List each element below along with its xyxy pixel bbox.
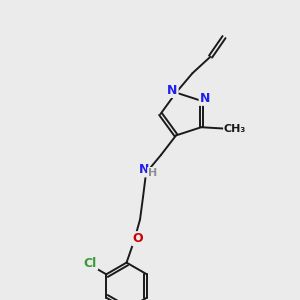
Text: N: N [200,92,210,105]
Text: N: N [167,84,178,97]
Text: H: H [148,168,157,178]
Text: Cl: Cl [84,256,97,269]
Text: CH₃: CH₃ [224,124,246,134]
Text: O: O [132,232,143,245]
Text: N: N [139,164,149,176]
